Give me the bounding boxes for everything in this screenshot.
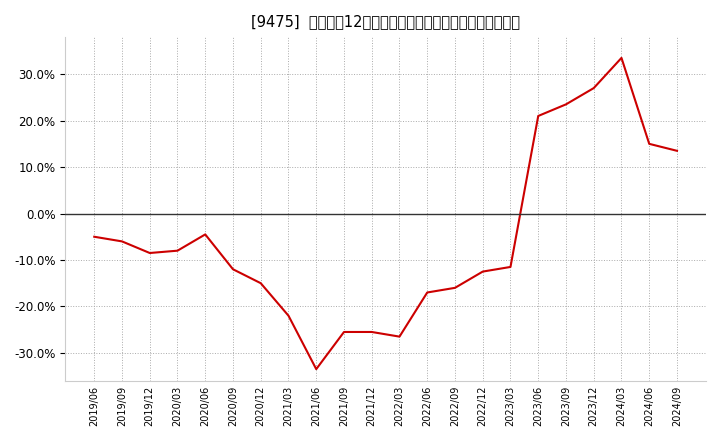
Title: [9475]  売上高の12か月移動合計の対前年同期増減率の推移: [9475] 売上高の12か月移動合計の対前年同期増減率の推移 (251, 14, 520, 29)
